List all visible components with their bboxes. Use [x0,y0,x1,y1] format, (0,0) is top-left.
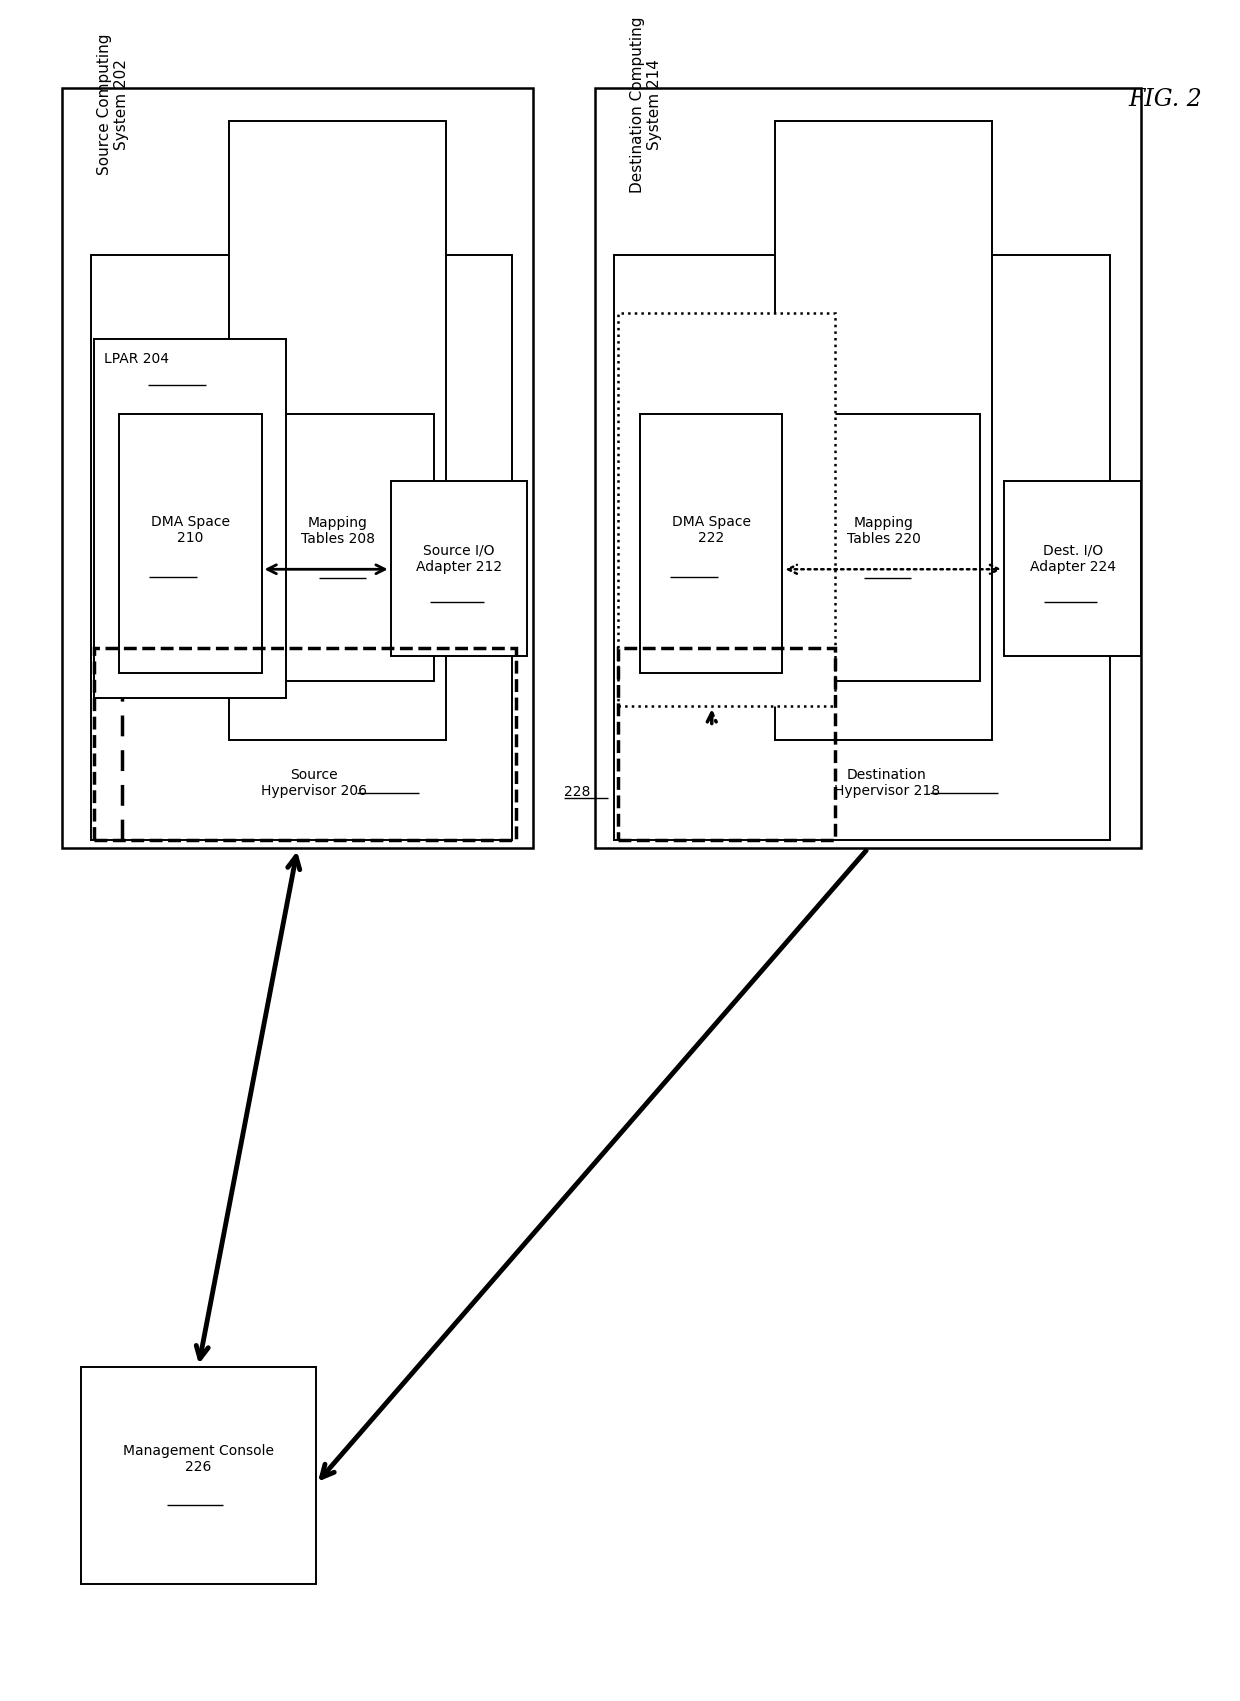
Bar [775,121,992,740]
Bar [91,255,512,840]
Bar [618,313,835,706]
Text: Mapping
Tables 220: Mapping Tables 220 [847,515,920,546]
Bar [787,413,980,682]
Text: Source I/O
Adapter 212: Source I/O Adapter 212 [415,543,502,573]
Bar [614,255,1110,840]
Bar [119,413,262,674]
Text: FIG. 2: FIG. 2 [1128,88,1202,111]
Text: DMA Space
222: DMA Space 222 [672,515,750,544]
Bar [618,648,835,840]
Text: Source Computing
System 202: Source Computing System 202 [97,34,129,175]
Text: Dest. I/O
Adapter 224: Dest. I/O Adapter 224 [1029,543,1116,573]
Bar [242,413,434,682]
Text: Destination
Hypervisor 218: Destination Hypervisor 218 [833,769,940,798]
Bar [81,1366,316,1584]
Bar [640,413,782,674]
Bar [595,88,1141,849]
Text: LPAR 204: LPAR 204 [104,352,169,366]
Bar [94,648,516,840]
Bar [62,88,533,849]
Bar [1004,481,1141,657]
Bar [94,338,286,697]
Text: Source
Hypervisor 206: Source Hypervisor 206 [260,769,367,798]
Bar [229,121,446,740]
Text: Management Console
226: Management Console 226 [123,1444,274,1473]
Text: Mapping
Tables 208: Mapping Tables 208 [301,515,374,546]
Bar [391,481,527,657]
Text: 228: 228 [564,784,590,799]
Text: Destination Computing
System 214: Destination Computing System 214 [630,17,662,192]
Text: DMA Space
210: DMA Space 210 [151,515,229,544]
